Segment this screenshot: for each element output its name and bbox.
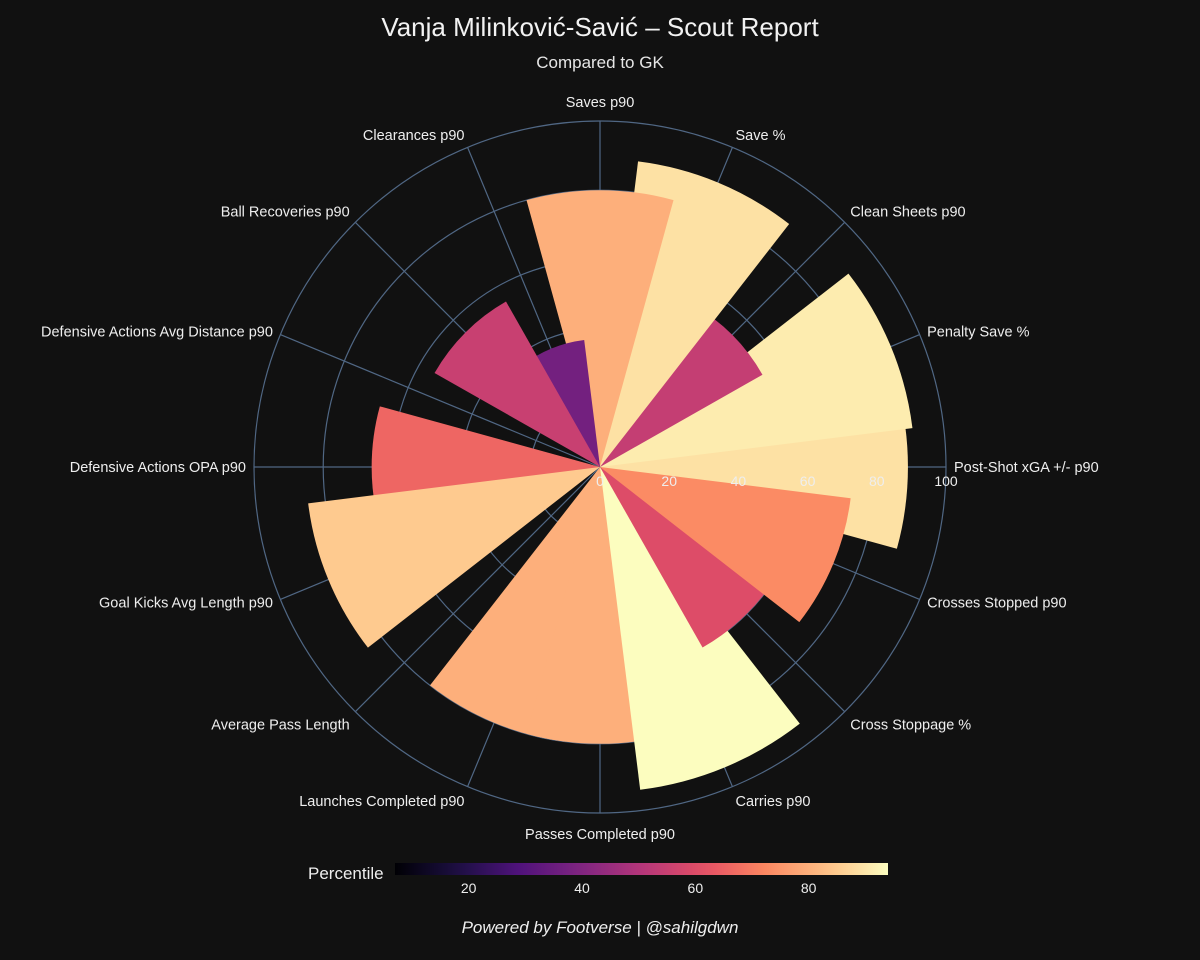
category-label: Save % [736, 128, 786, 144]
radial-tick-label: 20 [661, 473, 677, 489]
category-label: Defensive Actions OPA p90 [70, 460, 246, 476]
category-label: Goal Kicks Avg Length p90 [99, 596, 273, 612]
chart-title: Vanja Milinković-Savić – Scout Report [381, 12, 819, 42]
footer-credit: Powered by Footverse | @sahilgdwn [461, 918, 739, 937]
radial-tick-label: 100 [934, 473, 958, 489]
category-label: Passes Completed p90 [525, 827, 675, 843]
category-label: Launches Completed p90 [299, 794, 464, 810]
category-label: Crosses Stopped p90 [927, 596, 1066, 612]
colorbar-tick-label: 40 [574, 880, 590, 896]
category-label: Ball Recoveries p90 [221, 205, 350, 221]
bar-6 [434, 301, 600, 467]
category-label: Clearances p90 [363, 128, 465, 144]
radial-tick-label: 80 [869, 473, 885, 489]
colorbar-tick-label: 60 [687, 880, 704, 896]
bar-14 [600, 467, 781, 648]
grid-spoke [280, 334, 601, 468]
grid-spoke [354, 466, 601, 713]
category-label: Penalty Save % [927, 325, 1029, 341]
colorbar-title: Percentile [308, 864, 384, 883]
category-label: Clean Sheets p90 [850, 205, 965, 221]
category-label: Defensive Actions Avg Distance p90 [41, 325, 273, 341]
bar-2 [600, 304, 763, 467]
radial-tick-label: 0 [596, 473, 604, 489]
radial-tick-label: 60 [800, 473, 816, 489]
bar-4 [526, 190, 674, 467]
category-label: Post-Shot xGA +/- p90 [954, 460, 1099, 476]
bar-15 [600, 467, 851, 623]
bar-9 [308, 467, 600, 648]
colorbar-tick-label: 80 [800, 880, 817, 896]
colorbar-tick-label: 20 [460, 880, 477, 896]
colorbar-gradient [395, 863, 888, 875]
radial-tick-label: 40 [731, 473, 747, 489]
chart-subtitle: Compared to GK [536, 53, 664, 72]
colorbar: Percentile 20 40 60 80 [300, 855, 900, 905]
category-label: Cross Stoppage % [850, 717, 971, 733]
category-label: Average Pass Length [211, 717, 349, 733]
category-label: Carries p90 [736, 794, 811, 810]
category-label: Saves p90 [566, 95, 635, 111]
